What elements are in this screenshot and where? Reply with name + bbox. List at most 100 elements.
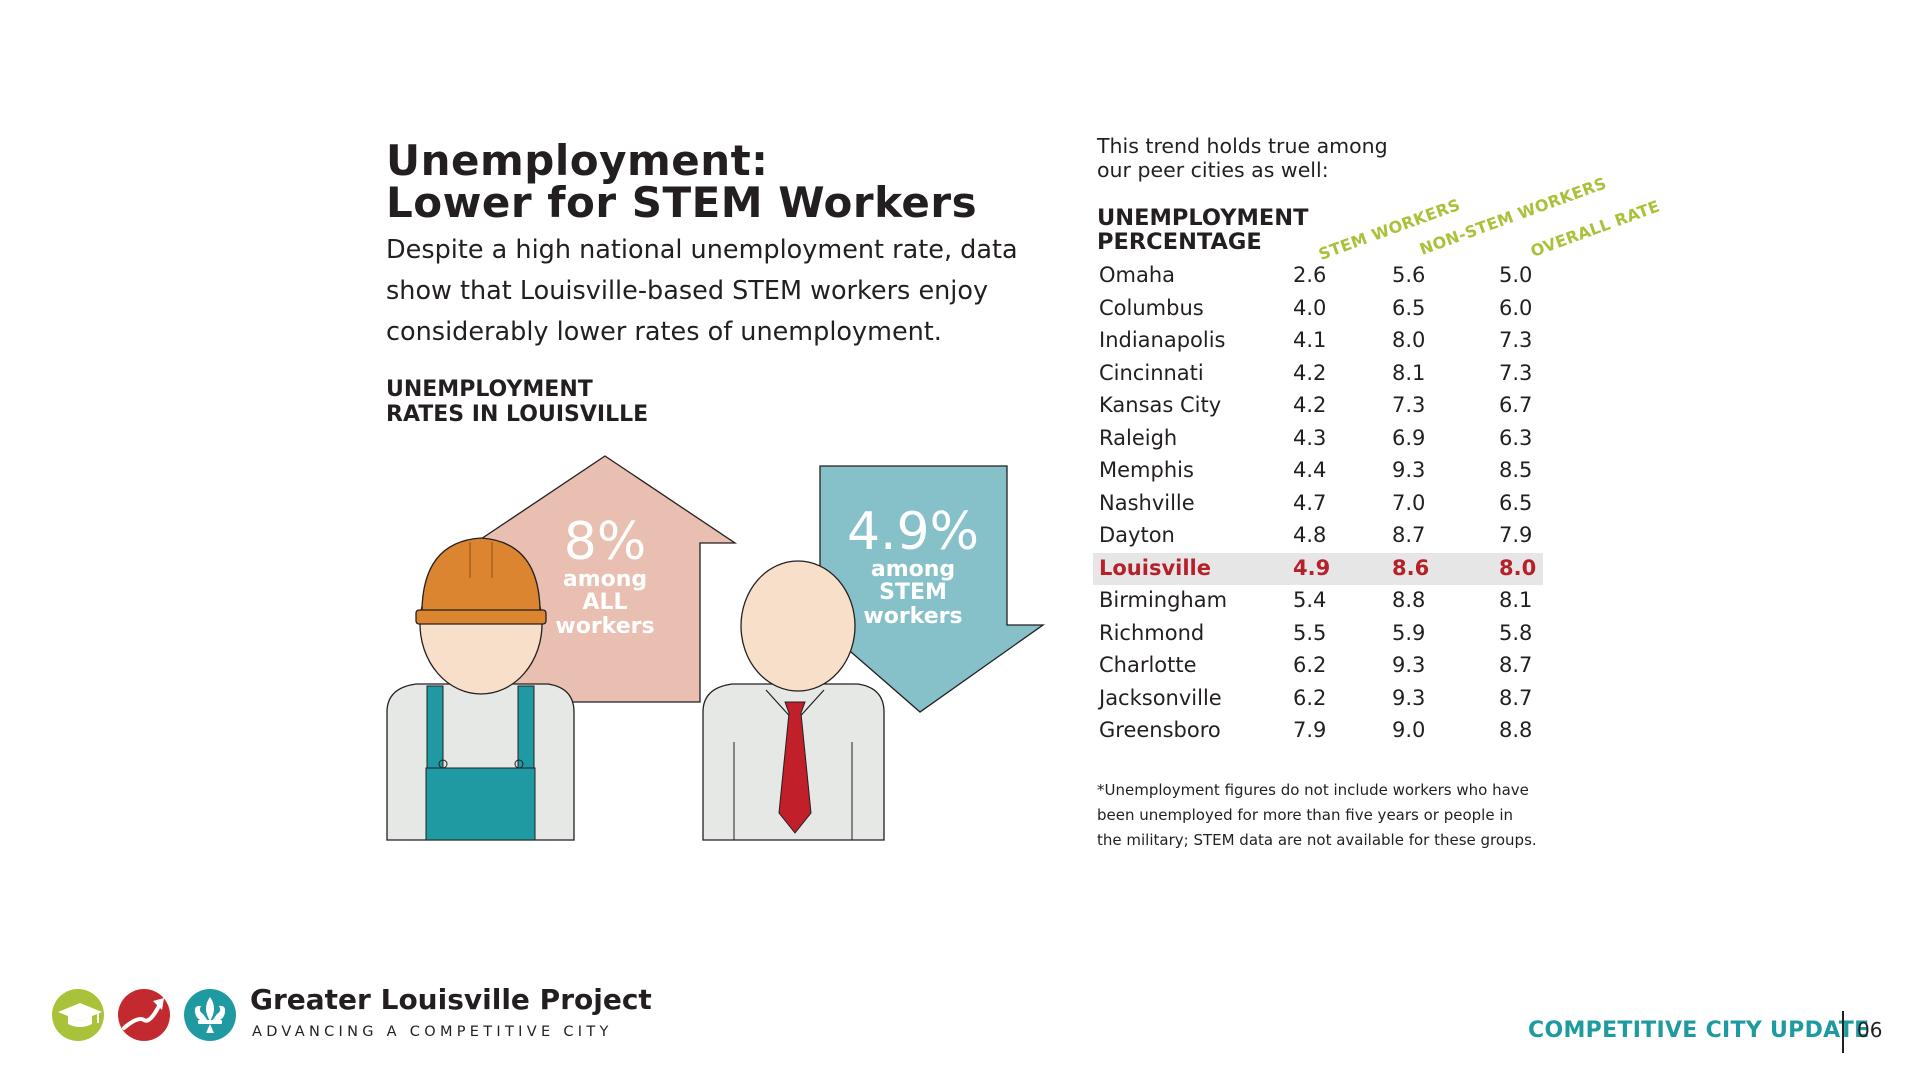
city-cell: Dayton [1099,523,1175,547]
table-row: Columbus 4.0 6.5 6.0 [1093,293,1543,326]
city-cell: Cincinnati [1099,360,1204,385]
table-heading-line-1: UNEMPLOYMENT [1097,205,1309,231]
non-stem-cell: 7.0 [1392,490,1426,515]
city-cell: Indianapolis [1099,328,1226,352]
title-line-2: Lower for STEM Workers [386,178,978,227]
intro-paragraph: Despite a high national unemployment rat… [386,235,1018,347]
stem-cell: 4.8 [1293,523,1327,547]
stem-cell: 7.9 [1293,718,1327,742]
construction-worker-icon [386,537,575,841]
city-cell: Louisville [1099,555,1211,580]
non-stem-cell: 6.9 [1392,425,1426,450]
non-stem-cell: 8.0 [1392,328,1426,352]
title-line-1: Unemployment: [386,136,769,185]
all-workers-line-3: workers [555,614,655,639]
stem-cell: 4.1 [1293,328,1327,352]
all-workers-callout: 8% among ALL workers [545,515,665,639]
all-workers-line-2: ALL [582,590,628,615]
non-stem-cell: 8.6 [1392,555,1430,580]
table-heading-line-2: PERCENTAGE [1097,229,1262,255]
non-stem-cell: 9.3 [1392,458,1426,482]
non-stem-cell: 7.3 [1392,393,1426,417]
stem-cell: 4.9 [1293,555,1331,580]
all-workers-value: 8% [563,512,647,572]
table-row: Nashville 4.7 7.0 6.5 [1093,488,1543,521]
non-stem-cell: 6.5 [1392,295,1426,320]
stem-cell: 2.6 [1293,263,1327,287]
logo-group [52,988,242,1046]
stem-cell: 4.0 [1293,295,1327,320]
stem-cell: 5.5 [1293,620,1327,645]
unemployment-illustration: 8% among ALL workers 4.9% among STEM wor… [380,450,1060,850]
overall-cell: 7.3 [1499,360,1533,385]
page-title: Unemployment: Lower for STEM Workers [386,140,977,224]
overall-cell: 8.8 [1499,718,1533,742]
stem-workers-line-3: workers [863,604,963,629]
table-row: Dayton 4.8 8.7 7.9 [1093,520,1543,553]
non-stem-cell: 8.8 [1392,588,1426,612]
illustration-graphics [386,455,1046,841]
trend-note: This trend holds true among our peer cit… [1097,134,1388,182]
footer-divider [1842,1011,1844,1053]
overall-cell: 6.5 [1499,490,1533,515]
graduation-cap-icon [52,989,104,1041]
overall-cell: 8.1 [1499,588,1533,612]
left-subhead-line-2: RATES IN LOUISVILLE [386,402,649,427]
overall-cell: 5.0 [1499,263,1533,287]
table-row: Omaha 2.6 5.6 5.0 [1093,260,1543,293]
table-row: Richmond 5.5 5.9 5.8 [1093,618,1543,651]
overall-cell: 8.0 [1499,555,1537,580]
city-cell: Richmond [1099,620,1205,645]
city-cell: Jacksonville [1099,685,1222,710]
city-cell: Kansas City [1099,393,1222,417]
stem-cell: 5.4 [1293,588,1327,612]
city-cell: Omaha [1099,263,1176,287]
partner-logos [52,989,236,1041]
office-worker-icon [702,560,885,841]
rising-arrow-icon [118,989,170,1041]
stem-workers-line-1: among [870,557,956,582]
non-stem-cell: 8.1 [1392,360,1426,385]
column-header-stem: STEM WORKERS [1316,194,1463,264]
city-cell: Columbus [1099,295,1204,320]
table-row: Birmingham 5.4 8.8 8.1 [1093,585,1543,618]
non-stem-cell: 5.6 [1392,263,1426,287]
louisville-rates-heading: UNEMPLOYMENT RATES IN LOUISVILLE [386,377,648,427]
city-cell: Greensboro [1099,718,1221,742]
overall-cell: 5.8 [1499,620,1533,645]
table-row: Kansas City 4.2 7.3 6.7 [1093,390,1543,423]
stem-cell: 6.2 [1293,653,1327,677]
table-row: Jacksonville 6.2 9.3 8.7 [1093,683,1543,716]
stem-workers-callout: 4.9% among STEM workers [838,505,988,629]
city-cell: Nashville [1099,490,1195,515]
table-heading: UNEMPLOYMENT PERCENTAGE [1097,206,1308,254]
overall-cell: 7.3 [1499,328,1533,352]
all-workers-line-1: among [562,567,648,592]
stem-cell: 4.4 [1293,458,1327,482]
stem-cell: 4.2 [1293,393,1327,417]
stem-workers-line-2: STEM [879,580,947,605]
stem-cell: 4.2 [1293,360,1327,385]
city-cell: Charlotte [1099,653,1197,677]
fleur-de-lis-icon [184,989,236,1041]
left-subhead-line-1: UNEMPLOYMENT [386,377,593,402]
non-stem-cell: 5.9 [1392,620,1426,645]
non-stem-cell: 9.3 [1392,653,1426,677]
overall-cell: 8.5 [1499,458,1533,482]
stem-cell: 4.7 [1293,490,1327,515]
overall-cell: 6.0 [1499,295,1533,320]
table-row: Charlotte 6.2 9.3 8.7 [1093,650,1543,683]
city-cell: Memphis [1099,458,1194,482]
city-cell: Birmingham [1099,588,1228,612]
section-title: COMPETITIVE CITY UPDATE [1528,1018,1870,1043]
table-row: Cincinnati 4.2 8.1 7.3 [1093,358,1543,391]
page-number: 06 [1857,1018,1883,1042]
table-row: Louisville 4.9 8.6 8.0 [1093,552,1543,585]
table-row: Greensboro 7.9 9.0 8.8 [1093,715,1543,748]
org-name: Greater Louisville Project [250,983,652,1016]
non-stem-cell: 8.7 [1392,523,1426,547]
non-stem-cell: 9.3 [1392,685,1426,710]
table-row: Indianapolis 4.1 8.0 7.3 [1093,325,1543,358]
peer-city-table: Omaha 2.6 5.6 5.0 Columbus 4.0 6.5 6.0 Indianapo… [1093,260,1543,748]
footnote: *Unemployment figures do not include wor… [1097,781,1537,849]
